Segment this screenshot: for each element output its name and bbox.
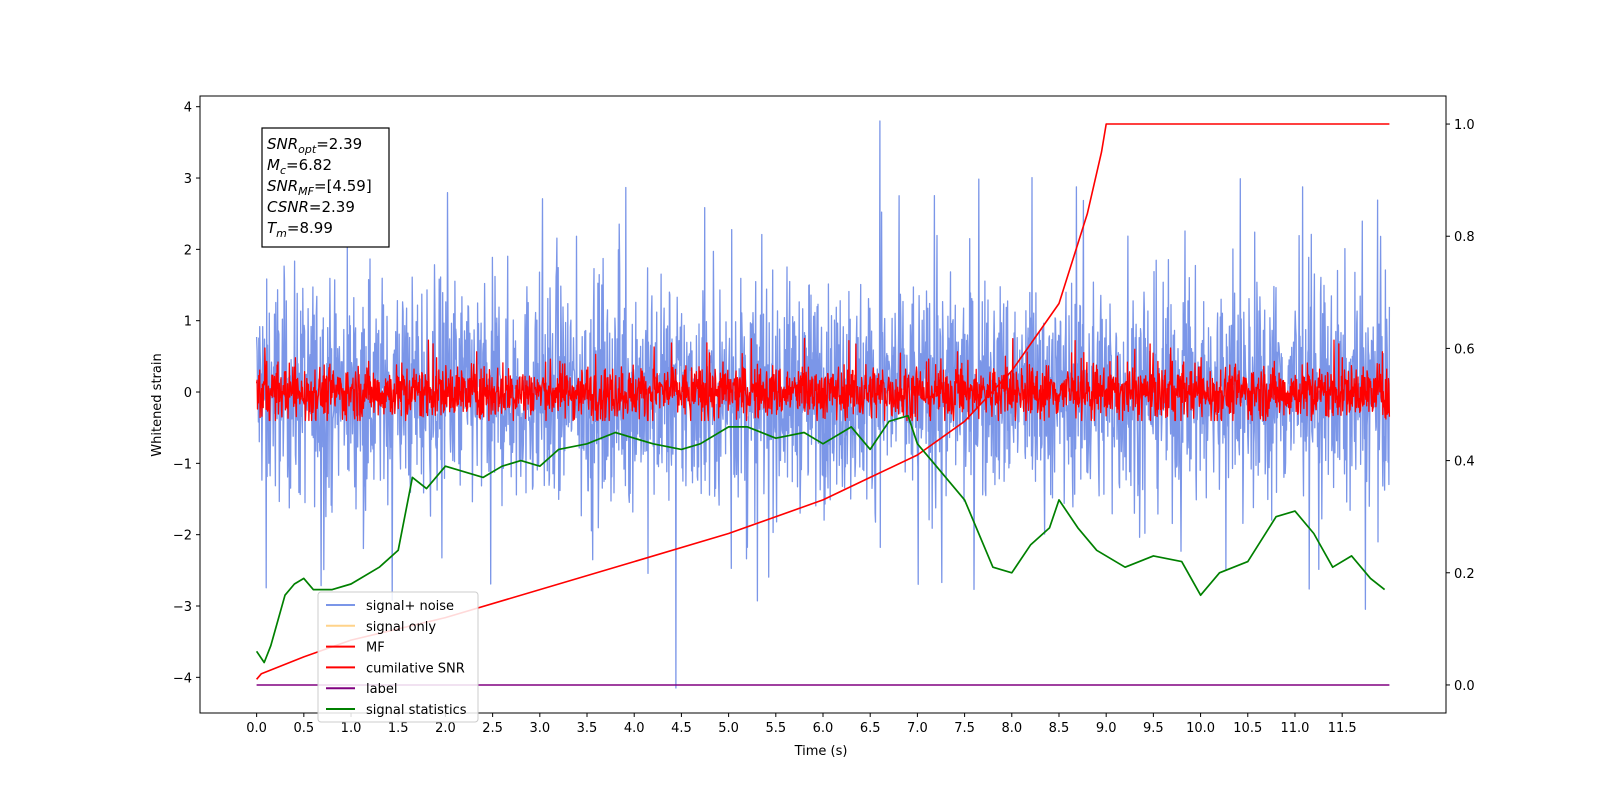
x-tick-label: 2.5 [482, 721, 503, 736]
legend-label: cumilative SNR [366, 661, 465, 676]
x-tick-label: 7.0 [907, 721, 928, 736]
annotation-box: SNRopt=2.39Mc=6.82SNRMF=[4.59]CSNR=2.39T… [261, 127, 390, 248]
y-axis-right: 1.0 0.8 0.6 0.4 0.2 0.0 [1446, 118, 1475, 694]
y2-tick-label: 0.6 [1454, 342, 1475, 357]
x-tick-label: 7.5 [954, 721, 975, 736]
annotation-line: Mc=6.82 [267, 156, 332, 177]
y-tick-label: −4 [173, 671, 192, 686]
annotation-symbol: T [267, 219, 278, 237]
annotation-symbol: SNR [267, 177, 298, 195]
y-tick-label: −3 [173, 600, 192, 615]
x-tick-label: 1.0 [341, 721, 362, 736]
x-tick-label: 3.0 [529, 721, 550, 736]
x-tick-label: 1.5 [388, 721, 409, 736]
y-tick-label: −1 [173, 457, 192, 472]
x-tick-label: 8.0 [1001, 721, 1022, 736]
annotation-line: Tm=8.99 [267, 219, 333, 240]
annotation-value: =2.39 [309, 198, 355, 216]
annotation-symbol: CSNR [267, 198, 309, 216]
x-tick-label: 10.5 [1233, 721, 1262, 736]
legend-label: signal statistics [366, 703, 467, 718]
y-tick-label: 1 [184, 315, 192, 330]
y2-tick-label: 0.8 [1454, 230, 1475, 245]
x-tick-label: 0.0 [246, 721, 267, 736]
legend: signal+ noise signal only MF cumilative SNR… [317, 591, 479, 723]
y-axis-left: 4 3 2 1 0 −1 −2 −3 −4 [173, 101, 200, 686]
y2-tick-label: 0.4 [1454, 455, 1475, 470]
signal-statistics-line [255, 414, 1386, 664]
x-tick-label: 6.5 [860, 721, 881, 736]
annotation-line: CSNR=2.39 [267, 198, 355, 216]
y-tick-label: 2 [184, 243, 192, 258]
annotation-line: SNRMF=[4.59] [267, 177, 372, 198]
y-axis-label: Whitened strain [150, 353, 165, 456]
mf-line [255, 337, 1391, 422]
x-tick-label: 9.5 [1143, 721, 1164, 736]
legend-label: MF [366, 641, 385, 656]
annotation-symbol: M [267, 156, 280, 174]
x-tick-label: 4.5 [671, 721, 692, 736]
y2-tick-label: 1.0 [1454, 118, 1475, 133]
x-tick-label: 11.0 [1280, 721, 1309, 736]
annotation-frame [261, 127, 390, 248]
annotation-value: =2.39 [316, 135, 362, 153]
x-tick-label: 11.5 [1328, 721, 1357, 736]
annotation-value: =[4.59] [314, 177, 372, 195]
x-tick-label: 3.5 [577, 721, 598, 736]
annotation-subscript: opt [298, 143, 317, 156]
legend-label: signal only [366, 620, 436, 635]
annotation-subscript: MF [298, 185, 314, 198]
annotation-value: =6.82 [286, 156, 332, 174]
x-tick-label: 2.0 [435, 721, 456, 736]
x-tick-label: 8.5 [1049, 721, 1070, 736]
legend-label: signal+ noise [366, 599, 454, 614]
x-tick-label: 5.5 [765, 721, 786, 736]
x-tick-label: 0.5 [293, 721, 314, 736]
legend-label: label [366, 682, 397, 697]
x-tick-label: 4.0 [624, 721, 645, 736]
annotation-symbol: SNR [267, 135, 298, 153]
x-tick-label: 5.0 [718, 721, 739, 736]
annotation-subscript: c [280, 164, 286, 177]
y2-tick-label: 0.0 [1454, 679, 1475, 694]
x-tick-label: 9.0 [1096, 721, 1117, 736]
y-tick-label: 4 [184, 101, 192, 116]
legend-frame [317, 591, 479, 723]
x-tick-label: 6.0 [813, 721, 834, 736]
annotation-subscript: m [276, 227, 287, 240]
x-axis-label: Time (s) [794, 744, 848, 759]
y-tick-label: 3 [184, 172, 192, 187]
y-tick-label: −2 [173, 529, 192, 544]
annotation-line: SNRopt=2.39 [267, 135, 362, 156]
annotation-value: =8.99 [287, 219, 333, 237]
y2-tick-label: 0.2 [1454, 567, 1475, 582]
x-axis: 0.0 0.5 1.0 1.5 2.0 2.5 3.0 3.5 4.0 4.5 5.0 5.5 6.0 6… [246, 713, 1357, 736]
y-tick-label: 0 [184, 386, 192, 401]
x-tick-label: 10.0 [1186, 721, 1215, 736]
